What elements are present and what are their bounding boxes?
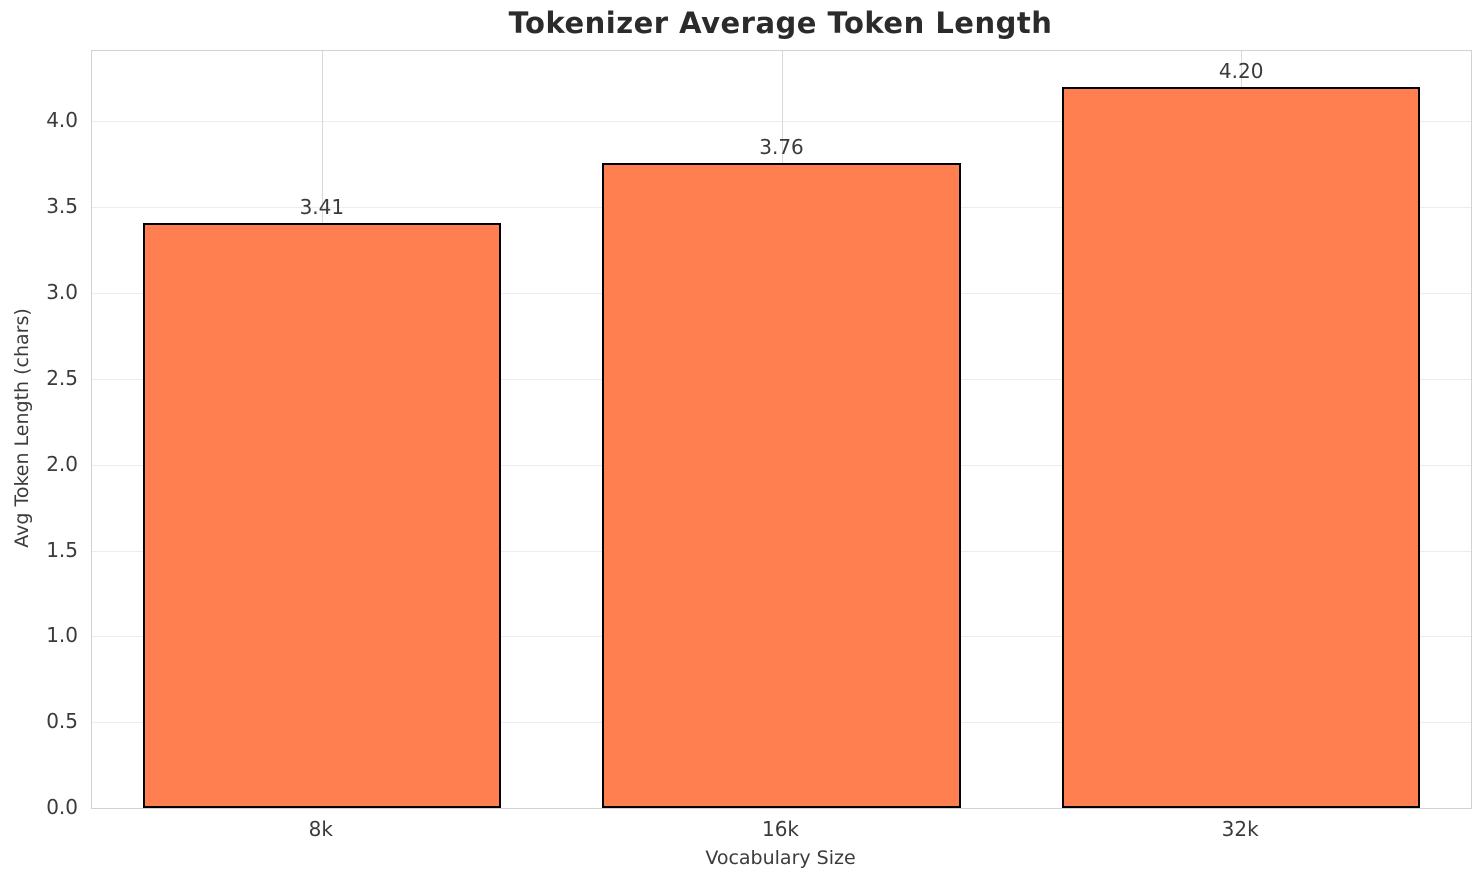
chart-title: Tokenizer Average Token Length [508,6,1053,40]
y-tick-label: 1.5 [46,537,78,562]
x-tick-label-32k: 32k [1221,817,1259,841]
y-tick-label: 0.5 [46,709,78,734]
plot-area: 3.41 3.76 4.20 [91,50,1472,809]
x-tick-label-16k: 16k [761,817,800,841]
y-tick-label: 3.5 [46,194,78,219]
y-tick-label: 1.0 [46,623,78,648]
bar-32k [1061,87,1421,808]
y-tick-label: 3.0 [46,280,78,305]
y-tick-label: 0.0 [46,795,78,819]
bar-16k [602,162,961,808]
x-tick-label-8k: 8k [308,817,333,841]
bar-value-label: 4.20 [1218,59,1264,84]
y-tick-label: 4.0 [46,108,78,133]
y-tick-label: 2.5 [46,365,78,390]
y-axis-label: Avg Token Length (chars) [11,308,33,548]
y-tick-label: 2.0 [46,451,78,476]
x-axis-label: Vocabulary Size [705,847,856,869]
bar-value-label: 3.76 [759,134,804,159]
bar-8k [142,222,502,808]
bar-value-label: 3.41 [299,194,345,219]
